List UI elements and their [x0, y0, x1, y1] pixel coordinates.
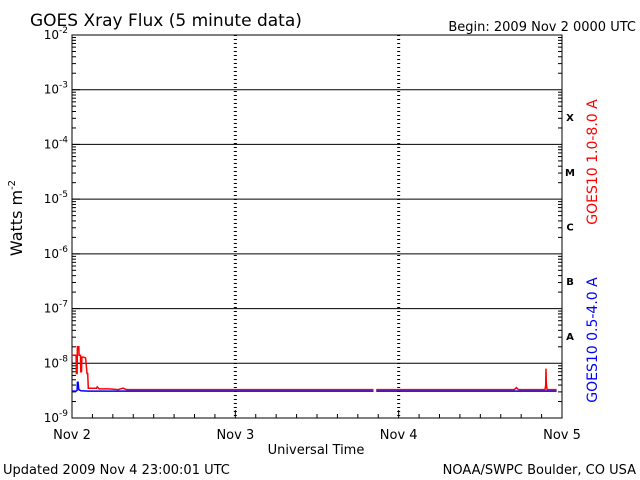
flare-class-label: X: [566, 113, 574, 124]
y-tick-label: 10-6: [44, 245, 69, 261]
x-axis-label: Universal Time: [268, 443, 365, 458]
flare-class-label: M: [565, 168, 575, 179]
chart-title: GOES Xray Flux (5 minute data): [30, 11, 302, 31]
series-line: [72, 346, 374, 391]
series-line: [376, 368, 557, 391]
plot-frame: [71, 34, 563, 419]
y-axis-label: Watts m-2: [7, 180, 26, 256]
x-tick-label: Nov 4: [380, 428, 418, 443]
plot-area: 10-9 10-8 10-7 10-6 10-5 10-4 10-3 10-2 Nov 2 Nov…: [44, 26, 601, 443]
updated-time: Updated 2009 Nov 4 23:00:01 UTC: [3, 463, 230, 478]
y-tick-label: 10-5: [44, 190, 68, 206]
y-tick-label: 10-4: [44, 135, 69, 151]
x-tick-label: Nov 3: [216, 428, 254, 443]
credit: NOAA/SWPC Boulder, CO USA: [443, 463, 636, 478]
flare-class-label: C: [566, 223, 573, 234]
begin-time: Begin: 2009 Nov 2 0000 UTC: [448, 20, 636, 35]
flare-class-label: B: [566, 277, 574, 288]
series-line: [72, 381, 374, 392]
y-tick-label: 10-7: [44, 300, 68, 316]
flare-class-label: A: [566, 332, 574, 343]
y-tick-label: 10-9: [44, 409, 69, 425]
y-tick-label: 10-2: [44, 26, 68, 42]
x-tick-label: Nov 5: [543, 428, 581, 443]
y-tick-label: 10-8: [44, 354, 69, 370]
legend-label: GOES10 1.0-8.0 A: [585, 99, 601, 225]
y-tick-label: 10-3: [44, 81, 68, 97]
x-tick-label: Nov 2: [53, 428, 91, 443]
legend-label: GOES10 0.5-4.0 A: [585, 277, 601, 403]
